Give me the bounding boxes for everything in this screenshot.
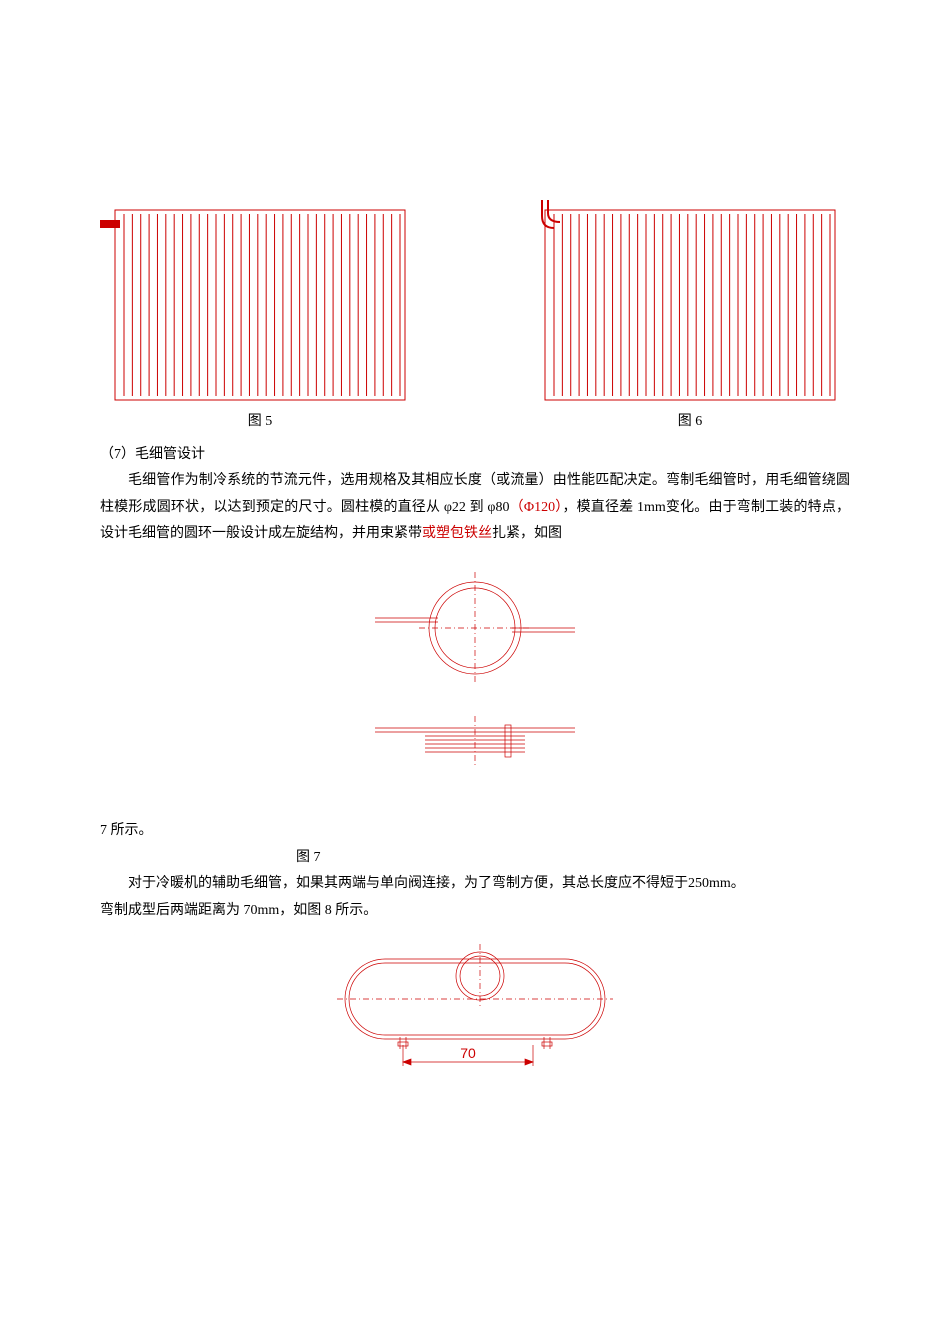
fig7-caption: 图 7 — [100, 845, 850, 872]
fig6-diagram — [530, 200, 850, 405]
p2: 7 所示。 — [100, 818, 850, 845]
fig5-col: 图 5 — [100, 200, 420, 436]
cap-design-para-3: 对于冷暖机的辅助毛细管，如果其两端与单向阀连接，为了弯制方便，其总长度应不得短于… — [100, 871, 850, 898]
section-num: （7） — [100, 447, 135, 462]
cap-design-para-1: 毛细管作为制冷系统的节流元件，选用规格及其相应长度（或流量）由性能匹配决定。弯制… — [100, 468, 850, 548]
fig7-block — [100, 568, 850, 808]
fig8-block: 70 — [100, 944, 850, 1084]
svg-text:70: 70 — [460, 1045, 476, 1061]
fig5-fig6-row: 图 5 图 6 — [100, 200, 850, 436]
section-title: （7）毛细管设计 — [100, 442, 850, 469]
fig5-caption: 图 5 — [248, 409, 273, 436]
fig5-diagram — [100, 200, 420, 405]
fig6-caption: 图 6 — [678, 409, 703, 436]
cap-design-para-4: 弯制成型后两端距离为 70mm，如图 8 所示。 — [100, 898, 850, 925]
p1-c: 扎紧，如图 — [492, 526, 562, 541]
section-name: 毛细管设计 — [135, 447, 205, 462]
fig8-diagram: 70 — [325, 944, 625, 1084]
p1-red2: 或塑包铁丝 — [422, 526, 492, 541]
fig7-diagram — [345, 568, 605, 808]
fig6-col: 图 6 — [530, 200, 850, 436]
p1-red1: （Φ120） — [510, 500, 563, 515]
